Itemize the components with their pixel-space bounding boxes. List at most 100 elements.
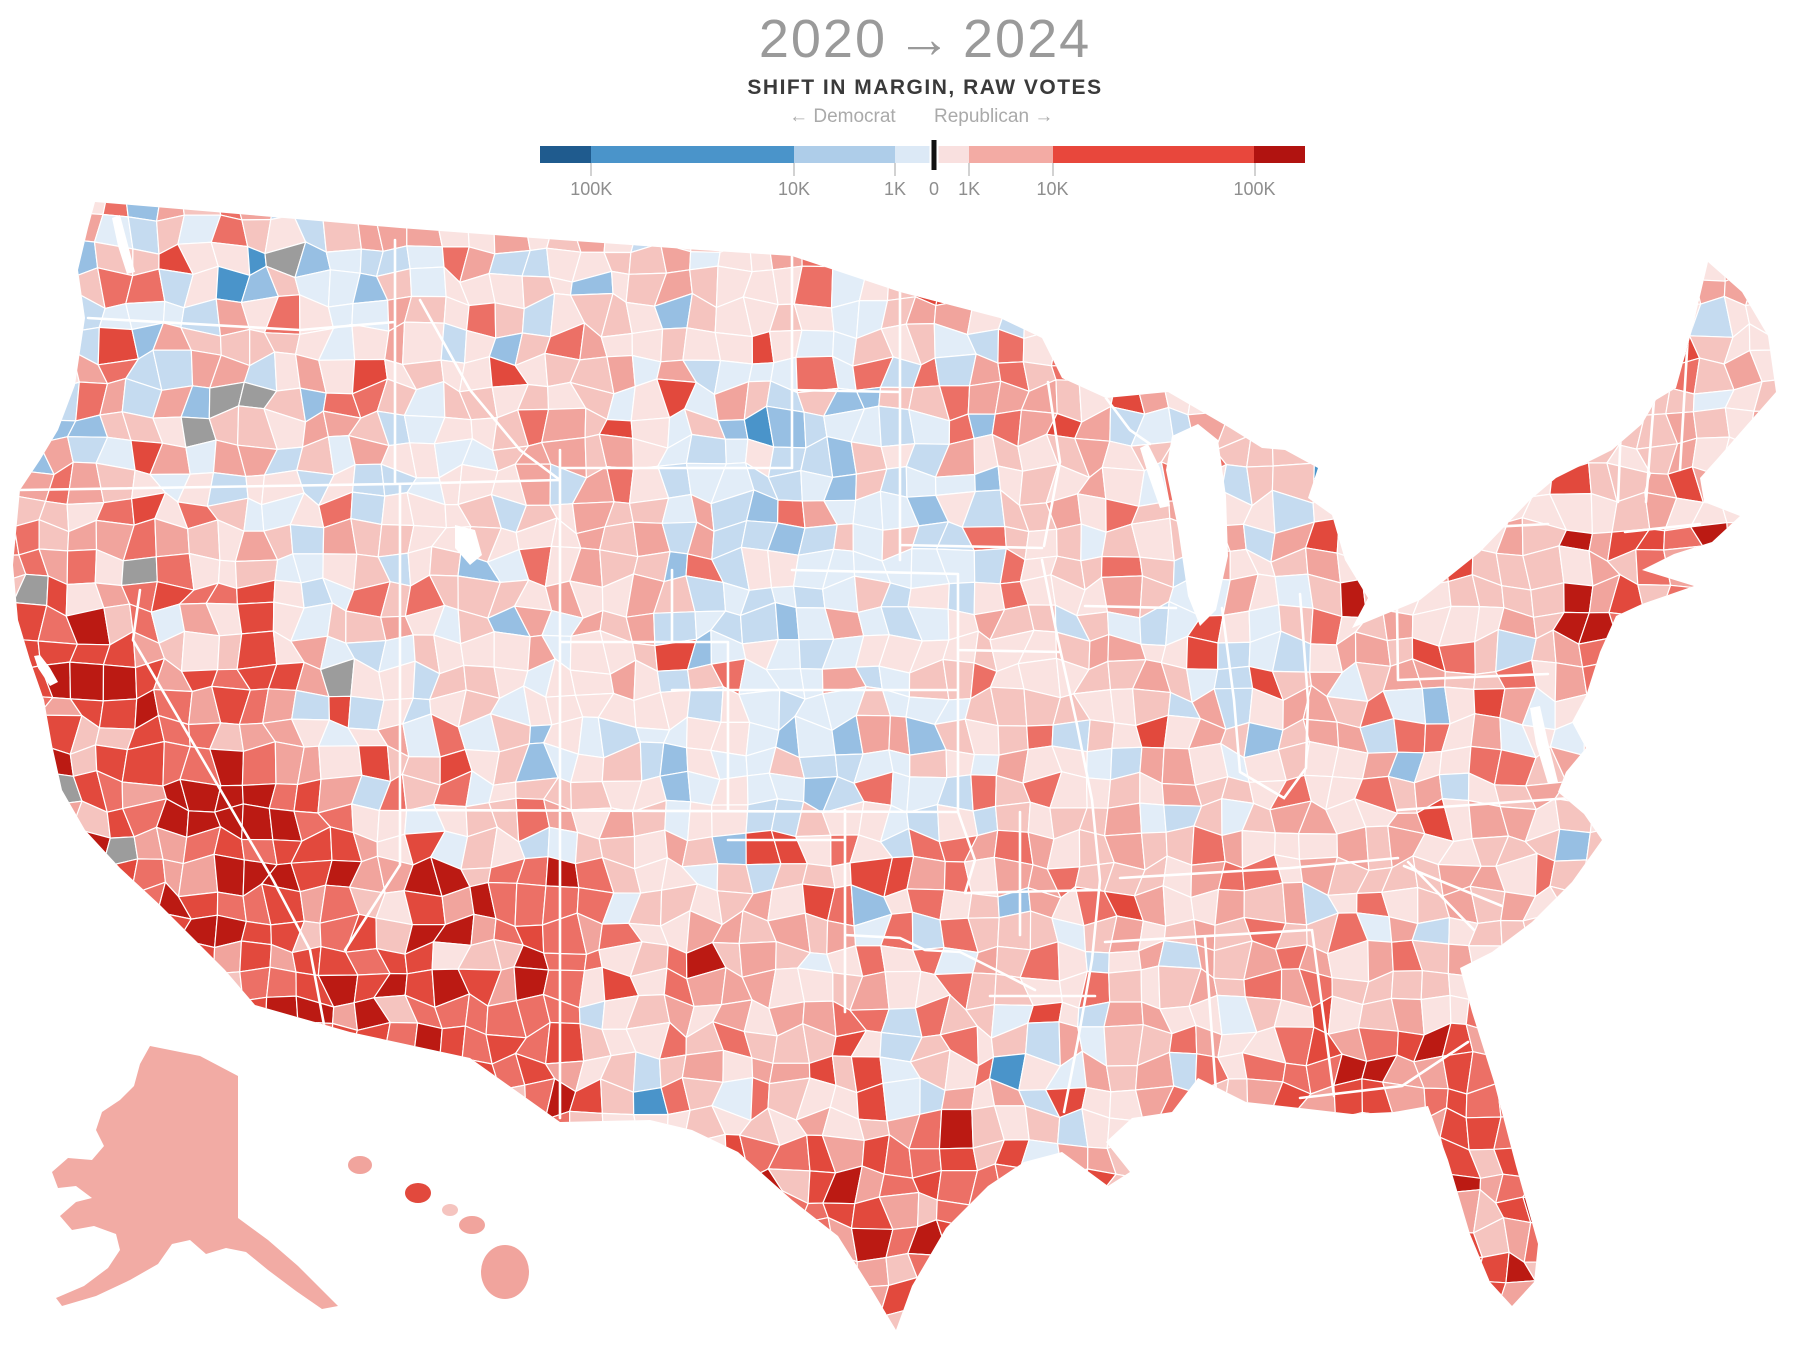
county-cell <box>1142 1119 1169 1137</box>
county-cell <box>376 1247 418 1285</box>
county-cell <box>1638 831 1665 868</box>
county-cell <box>181 1256 222 1286</box>
county-cell <box>1606 1252 1646 1284</box>
county-cell <box>1694 240 1726 282</box>
county-cell <box>96 1027 125 1063</box>
county-cell <box>994 1163 1026 1206</box>
county-cell <box>905 202 951 225</box>
county-cell <box>20 419 53 444</box>
county-cell <box>715 1274 751 1316</box>
county-cell <box>1471 433 1507 472</box>
county-cell <box>1637 797 1675 839</box>
county-cell <box>239 1112 273 1151</box>
county-cell <box>1775 631 1776 663</box>
county-cell <box>292 202 324 216</box>
county-cell <box>1021 1219 1059 1250</box>
county-cell <box>1745 838 1776 866</box>
county-cell <box>13 440 22 471</box>
county-cell <box>1390 1274 1416 1319</box>
county-cell <box>1471 1334 1509 1356</box>
county-cell <box>1639 1192 1678 1234</box>
county-cell <box>1056 219 1080 248</box>
county-cell <box>1694 1198 1732 1234</box>
county-cell <box>13 694 16 720</box>
county-cell <box>569 669 615 696</box>
county-cell <box>1745 968 1776 1011</box>
county-mosaic <box>13 202 1808 1356</box>
county-cell <box>1189 1221 1228 1257</box>
county-cell <box>970 1256 1002 1284</box>
county-cell <box>16 1166 53 1208</box>
county-cell <box>1606 943 1639 980</box>
county-cell <box>1635 202 1664 227</box>
county-cell <box>1081 1188 1106 1233</box>
county-cell <box>1241 1136 1281 1172</box>
county-cell <box>1525 1021 1565 1060</box>
county-cell <box>13 267 48 311</box>
county-cell <box>1667 771 1701 815</box>
county-cell <box>1775 210 1776 246</box>
county-cell <box>1639 1163 1678 1201</box>
county-cell <box>1786 1079 1808 1117</box>
county-cell <box>1782 722 1808 749</box>
county-cell <box>1078 298 1115 335</box>
hawaii-inset <box>348 1156 529 1299</box>
county-cell <box>1802 1278 1808 1317</box>
county-cell <box>1312 462 1333 505</box>
county-cell <box>1582 324 1622 364</box>
county-cell <box>1614 303 1647 331</box>
county-cell <box>1250 293 1282 338</box>
county-cell <box>1744 803 1776 842</box>
county-cell <box>1802 1255 1808 1287</box>
county-cell <box>1745 1001 1776 1036</box>
county-cell <box>1390 970 1424 1001</box>
county-cell <box>1784 350 1807 387</box>
county-cell <box>1608 611 1646 638</box>
county-cell <box>1476 1280 1507 1317</box>
county-cell <box>1638 1111 1680 1141</box>
county-cell <box>1362 1189 1389 1235</box>
county-cell <box>13 1281 24 1318</box>
county-cell <box>1589 803 1619 834</box>
county-cell <box>1103 202 1136 217</box>
county-cell <box>293 778 322 814</box>
county-cell <box>1694 662 1733 700</box>
county-cell <box>1194 1303 1226 1330</box>
county-cell <box>1780 574 1808 618</box>
county-cell <box>1308 1273 1338 1308</box>
county-cell <box>1745 885 1776 927</box>
county-cell <box>1022 1329 1052 1330</box>
county-cell <box>1614 1222 1650 1261</box>
county-cell <box>1563 1114 1590 1139</box>
county-cell <box>232 202 277 221</box>
county-cell <box>321 212 363 253</box>
county-cell <box>767 1168 811 1205</box>
county-cell <box>1772 331 1776 363</box>
county-cell <box>96 945 134 978</box>
county-cell <box>13 202 25 228</box>
county-cell <box>1019 1302 1060 1330</box>
county-cell <box>856 1256 890 1289</box>
county-cell <box>1019 1167 1064 1206</box>
county-cell <box>1465 300 1508 339</box>
county-cell <box>1693 1283 1726 1314</box>
county-cell <box>1224 1273 1254 1319</box>
county-cell <box>17 965 46 1004</box>
county-cell <box>487 1342 527 1356</box>
county-cell <box>1297 1190 1337 1231</box>
county-cell <box>150 1281 192 1312</box>
county-cell <box>691 1253 726 1281</box>
county-cell <box>1328 1111 1364 1147</box>
county-cell <box>1691 630 1724 674</box>
county-cell <box>1775 602 1776 637</box>
county-cell <box>97 893 132 924</box>
county-cell <box>666 1133 692 1180</box>
county-cell <box>1673 1164 1700 1201</box>
county-cell <box>1725 1334 1756 1356</box>
county-cell <box>1417 245 1448 278</box>
county-cell <box>1437 490 1483 535</box>
county-cell <box>1642 324 1677 367</box>
county-cell <box>1248 277 1282 305</box>
county-cell <box>1502 1020 1531 1059</box>
county-cell <box>237 1309 269 1330</box>
